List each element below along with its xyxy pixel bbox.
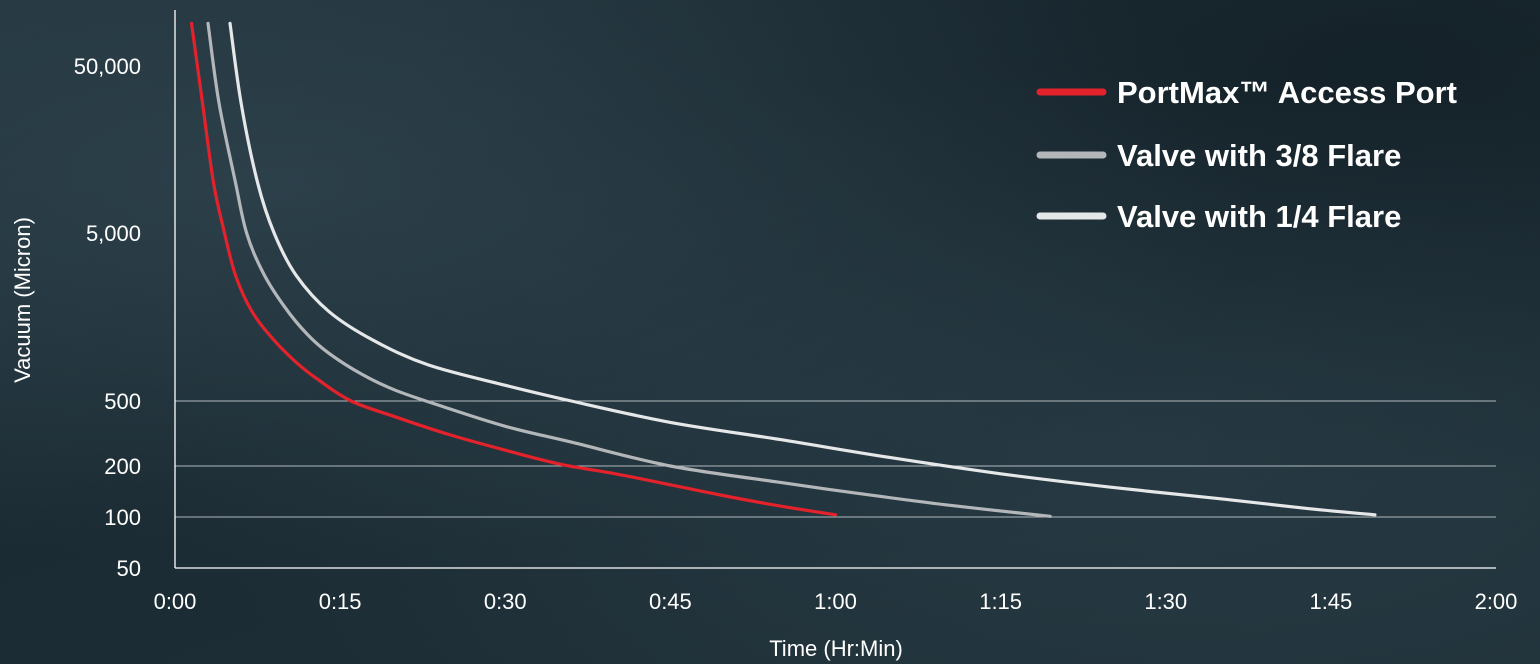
series-line-1 bbox=[206, 21, 1052, 518]
x-tick-label: 2:00 bbox=[1475, 589, 1518, 614]
y-tick-label: 5,000 bbox=[86, 221, 141, 246]
gridlines bbox=[175, 400, 1496, 518]
y-tick-label: 50,000 bbox=[74, 54, 141, 79]
series-line-0 bbox=[189, 21, 838, 517]
y-axis-title: Vacuum (Micron) bbox=[10, 217, 35, 383]
x-tick-label: 1:00 bbox=[814, 589, 857, 614]
legend-label-0: PortMax™ Access Port bbox=[1117, 75, 1457, 110]
y-tick-label: 100 bbox=[104, 505, 141, 530]
y-tick-label: 50 bbox=[117, 556, 141, 581]
x-tick-label: 1:45 bbox=[1309, 589, 1352, 614]
x-axis-title: Time (Hr:Min) bbox=[769, 636, 903, 661]
x-tick-label: 0:00 bbox=[154, 589, 197, 614]
y-tick-label: 200 bbox=[104, 454, 141, 479]
legend: PortMax™ Access Port Valve with 3/8 Flare… bbox=[1036, 75, 1457, 234]
x-tick-label: 0:45 bbox=[649, 589, 692, 614]
y-tick-label: 500 bbox=[104, 389, 141, 414]
x-tick-labels: 0:00 0:15 0:30 0:45 1:00 1:15 1:30 1:45 2:00 bbox=[154, 589, 1518, 614]
x-tick-label: 0:15 bbox=[319, 589, 362, 614]
x-tick-label: 1:30 bbox=[1144, 589, 1187, 614]
y-tick-labels: 50 100 200 500 5,000 50,000 bbox=[74, 54, 141, 581]
legend-label-2: Valve with 1/4 Flare bbox=[1117, 199, 1401, 234]
series-line-2 bbox=[228, 21, 1377, 517]
x-tick-label: 1:15 bbox=[979, 589, 1022, 614]
legend-label-1: Valve with 3/8 Flare bbox=[1117, 138, 1401, 173]
series-lines bbox=[189, 21, 1377, 518]
x-tick-label: 0:30 bbox=[484, 589, 527, 614]
axes bbox=[174, 10, 1496, 569]
